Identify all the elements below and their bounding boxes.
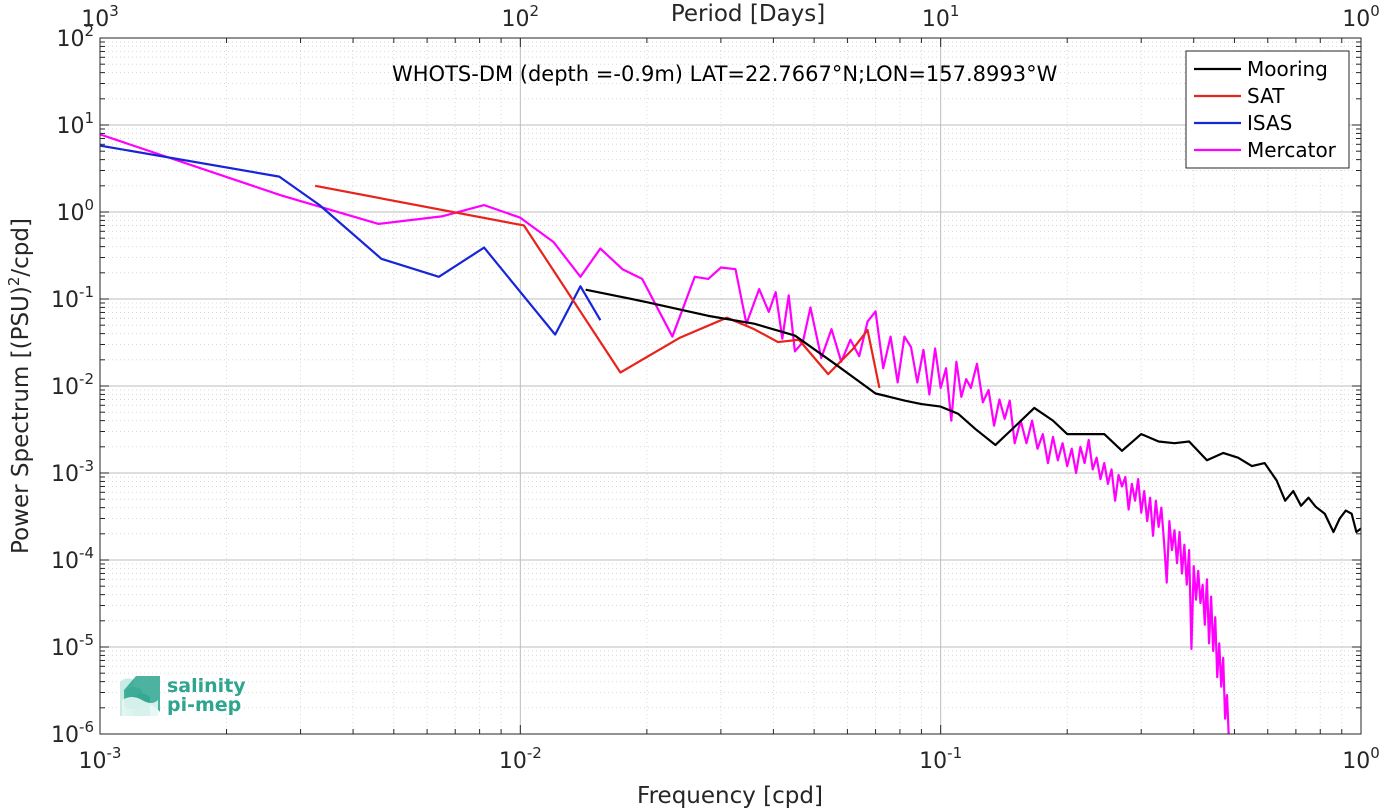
top-tick-label: 103 bbox=[81, 2, 119, 32]
x-tick-label: 10-1 bbox=[919, 744, 962, 774]
series-layer bbox=[100, 133, 1361, 734]
series-line-sat bbox=[314, 184, 881, 389]
x-tick-label: 10-3 bbox=[79, 744, 122, 774]
top-tick-label: 100 bbox=[1342, 2, 1380, 32]
legend-items: Mooring SAT ISAS Mercator bbox=[1194, 57, 1337, 162]
logo-text-line-2: pi-mep bbox=[167, 694, 241, 716]
legend-box bbox=[1185, 50, 1350, 169]
x-tick-label: 100 bbox=[1342, 744, 1380, 774]
y-tick-label: 10-6 bbox=[51, 718, 94, 748]
x-tick-label: 10-2 bbox=[499, 744, 542, 774]
y-tick-label: 101 bbox=[56, 109, 94, 139]
top-tick-label: 101 bbox=[922, 2, 960, 32]
legend: Mooring SAT ISAS Mercator bbox=[1185, 50, 1350, 169]
y-tick-label: 10-3 bbox=[51, 457, 94, 487]
y-axis-title-part-2: /cpd] bbox=[8, 218, 34, 277]
y-axis-title-sup: 2 bbox=[5, 277, 23, 287]
legend-label-sat: SAT bbox=[1247, 84, 1285, 108]
x-axis-title: Frequency [cpd] bbox=[637, 783, 823, 809]
salinity-pi-mep-logo: salinity pi-mep bbox=[120, 675, 246, 716]
x-tick-labels: 10-3 10-2 10-1 100 bbox=[79, 744, 1380, 774]
top-tick-label: 102 bbox=[502, 2, 540, 32]
y-axis-title-part-1: Power Spectrum [(PSU) bbox=[8, 286, 34, 554]
y-tick-labels: 102 101 100 10-1 10-2 10-3 10-4 10-5 10-6 bbox=[51, 22, 94, 748]
top-tick-labels: 103 102 101 100 bbox=[81, 2, 1380, 32]
series-line-mercator bbox=[100, 133, 1230, 734]
y-tick-label: 10-4 bbox=[51, 544, 94, 574]
series-line-mooring bbox=[585, 288, 1361, 534]
y-tick-label: 10-1 bbox=[51, 283, 94, 313]
y-axis-title: Power Spectrum [(PSU)2/cpd] bbox=[5, 218, 34, 554]
logo-mark-icon bbox=[120, 676, 160, 716]
legend-label-mooring: Mooring bbox=[1247, 57, 1328, 81]
y-tick-label: 102 bbox=[56, 22, 94, 52]
series-line-isas bbox=[100, 144, 602, 336]
y-tick-label: 10-2 bbox=[51, 370, 94, 400]
chart-title: WHOTS-DM (depth =-0.9m) LAT=22.7667°N;LO… bbox=[392, 62, 1058, 86]
top-axis-title: Period [Days] bbox=[671, 1, 825, 27]
y-tick-label: 10-5 bbox=[51, 631, 94, 661]
legend-label-isas: ISAS bbox=[1247, 111, 1292, 135]
logo-text-line-1: salinity bbox=[167, 675, 246, 697]
legend-label-mercator: Mercator bbox=[1247, 138, 1337, 162]
axis-ticks bbox=[99, 37, 1362, 735]
y-tick-label: 100 bbox=[56, 196, 94, 226]
